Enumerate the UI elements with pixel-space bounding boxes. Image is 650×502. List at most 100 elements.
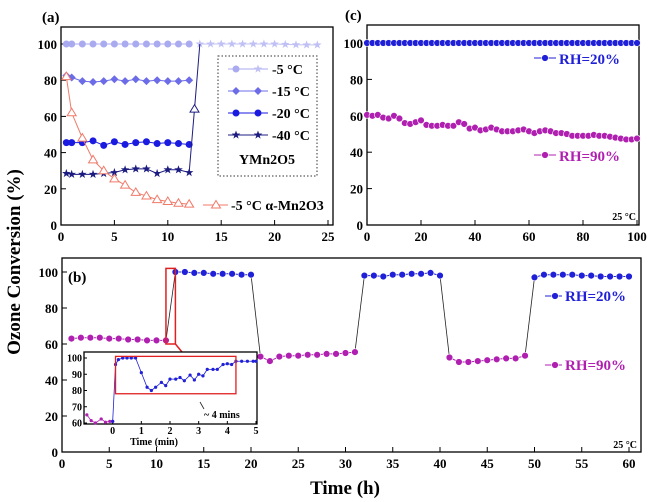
data-point: [232, 87, 240, 95]
data-point: [168, 377, 172, 381]
y-tick-label: 60: [72, 419, 82, 430]
plot-frame: [60, 26, 334, 226]
data-point: [304, 351, 312, 359]
data-point: [153, 76, 162, 85]
x-tick-label: 0: [110, 426, 115, 437]
x-tick-label: 2: [168, 426, 173, 437]
data-point: [67, 334, 76, 343]
data-point: [502, 354, 510, 363]
x-tick-label: 80: [577, 229, 590, 244]
y-tick-label: 90: [72, 370, 82, 381]
data-point: [436, 271, 444, 280]
data-point: [417, 270, 425, 278]
data-point: [232, 65, 240, 73]
data-point: [76, 132, 88, 142]
data-point: [152, 168, 162, 178]
data-point: [218, 270, 227, 278]
data-point: [152, 336, 161, 345]
data-point: [173, 197, 184, 207]
panel-label: (b): [68, 270, 86, 286]
data-point: [164, 139, 172, 147]
data-point: [131, 75, 140, 84]
data-point: [578, 271, 586, 280]
data-point: [130, 186, 142, 196]
y-tick-label: 80: [72, 386, 82, 397]
series--5-c-mn2o3: [60, 71, 195, 208]
data-point: [163, 77, 172, 86]
data-point: [121, 140, 129, 148]
data-point: [254, 109, 262, 117]
y-tick-label: 80: [350, 72, 363, 87]
data-point: [270, 39, 279, 48]
data-point: [445, 353, 454, 362]
x-tick-label: 15: [215, 229, 229, 244]
data-point: [105, 334, 113, 343]
data-point: [541, 151, 549, 159]
y-tick-label: 20: [45, 409, 58, 424]
data-point: [230, 362, 234, 367]
data-point: [174, 140, 182, 148]
data-point: [360, 271, 369, 280]
transition-arrow: [439, 275, 450, 358]
x-tick-label: 40: [434, 456, 447, 471]
legend-label: -15 °C: [272, 85, 310, 100]
transition-arrow: [524, 277, 535, 356]
temperature-annotation: 25 °C: [613, 440, 637, 451]
data-point: [541, 54, 549, 62]
data-point: [370, 271, 378, 280]
data-point: [99, 417, 103, 421]
data-point: [197, 372, 201, 376]
data-point: [190, 269, 199, 277]
series-rh-90-: [445, 352, 529, 366]
panel-c: 0 20 40 60 80 100 0 20 40 60 80 100 (c) RH=20% RH=90% 2…: [344, 8, 647, 244]
data-point: [313, 40, 322, 49]
data-point: [132, 139, 140, 147]
y-tick-label: 60: [350, 109, 363, 124]
data-point: [332, 350, 340, 358]
data-point: [178, 375, 182, 380]
data-point: [131, 164, 140, 173]
series-rh-20-: [360, 269, 444, 281]
data-point: [209, 270, 217, 278]
data-point: [110, 75, 119, 84]
data-point: [151, 194, 163, 204]
series-rh-90-: [363, 111, 641, 144]
data-point: [120, 165, 130, 174]
data-point: [62, 168, 71, 178]
data-point: [426, 269, 435, 277]
data-point: [87, 154, 99, 164]
data-point: [266, 357, 274, 365]
series-segment: [195, 39, 322, 49]
data-point: [67, 169, 76, 178]
data-point: [133, 335, 142, 344]
transition-arrow: [354, 275, 365, 353]
legend-label: RH=20%: [559, 52, 620, 68]
annotation-arrow: [199, 401, 205, 410]
legend-label: -40 °C: [272, 129, 310, 144]
data-point: [68, 139, 76, 147]
data-point: [100, 40, 108, 48]
data-point: [633, 134, 641, 143]
data-point: [253, 130, 263, 139]
data-point: [633, 39, 641, 47]
x-tick-label: 60: [623, 456, 636, 471]
data-point: [139, 371, 143, 375]
x-tick-label: 100: [627, 229, 647, 244]
x-tick-label: 4: [225, 426, 230, 437]
x-tick-label: 5: [106, 456, 113, 471]
data-point: [174, 40, 182, 48]
data-point: [121, 40, 129, 48]
series-rh-90-: [256, 348, 359, 365]
data-point: [247, 271, 255, 279]
legend-label: -20 °C: [272, 107, 310, 122]
data-point: [249, 39, 258, 48]
transition-arrow: [250, 274, 261, 357]
data-point: [110, 40, 118, 48]
data-point: [275, 352, 284, 361]
data-point: [93, 421, 98, 425]
data-point: [587, 271, 595, 280]
data-point: [245, 359, 249, 363]
y-tick-label: 40: [45, 373, 58, 388]
data-point: [121, 77, 130, 86]
data-point: [185, 40, 193, 48]
